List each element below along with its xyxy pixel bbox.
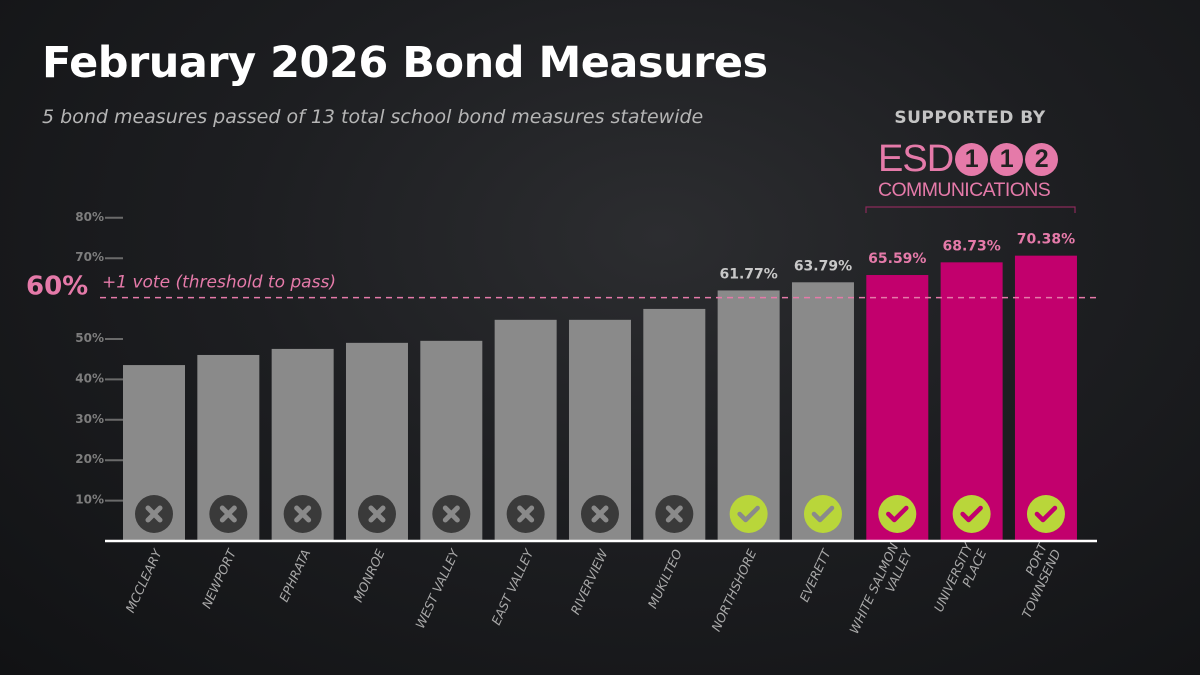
x-mark-icon xyxy=(517,505,535,523)
bar-port-townsend xyxy=(1014,255,1077,540)
data-label: 63.79% xyxy=(794,258,852,274)
logo-digit: 1 xyxy=(990,142,1024,176)
x-category-line: NORTHSHORE xyxy=(708,547,759,634)
logo-subtext: COMMUNICATIONS xyxy=(878,179,1051,201)
y-tick-label: 10% xyxy=(75,493,104,507)
x-category-label: MUKILTEO xyxy=(645,547,685,611)
x-mark-icon xyxy=(145,505,163,523)
page-subtitle: 5 bond measures passed of 13 total schoo… xyxy=(42,106,704,128)
check-mark-icon xyxy=(1034,505,1058,523)
x-category-line: MUKILTEO xyxy=(645,547,685,611)
logo-digit: 2 xyxy=(1025,142,1059,176)
threshold-note: +1 vote (threshold to pass) xyxy=(102,273,336,293)
y-tick-label: 70% xyxy=(75,250,104,264)
x-category-label: WHITE SALMONVALLEY xyxy=(846,539,915,642)
x-mark-icon xyxy=(442,505,460,523)
x-category-line: EAST VALLEY xyxy=(488,546,537,628)
x-category-label: WEST VALLEY xyxy=(412,546,462,631)
y-tick-label: 80% xyxy=(75,210,104,224)
x-category-line: WEST VALLEY xyxy=(412,546,462,631)
x-category-line: MONROE xyxy=(350,547,387,605)
x-mark-icon xyxy=(294,505,312,523)
esd112-bracket xyxy=(865,206,1076,213)
check-mark-icon xyxy=(960,505,983,523)
x-category-label: EVERETT xyxy=(796,546,834,605)
x-category-line: EVERETT xyxy=(796,546,834,605)
data-label: 65.59% xyxy=(868,251,926,267)
y-tick-label: 20% xyxy=(75,452,104,466)
x-category-label: NEWPORT xyxy=(199,546,240,611)
y-tick-label: 30% xyxy=(75,412,104,426)
data-label: 61.77% xyxy=(719,266,777,282)
data-label: 68.73% xyxy=(942,238,1000,254)
page-title: February 2026 Bond Measures xyxy=(42,38,768,88)
data-label: 70.38% xyxy=(1017,232,1075,248)
threshold-value-label: 60% xyxy=(26,272,88,302)
x-mark-icon xyxy=(665,505,683,523)
bar-university-place xyxy=(940,262,1003,540)
x-category-label: MCCLEARY xyxy=(122,546,165,615)
check-mark-icon xyxy=(811,505,835,523)
logo-digit: 1 xyxy=(955,142,989,176)
x-category-label: NORTHSHORE xyxy=(708,547,759,634)
x-category-label: UNIVERSITYPLACE xyxy=(931,539,990,620)
y-tick-label: 50% xyxy=(75,331,104,345)
x-category-label: PORTTOWNSEND xyxy=(1005,539,1064,620)
x-mark-icon xyxy=(591,505,609,523)
y-tick-label: 40% xyxy=(75,371,104,385)
x-category-label: RIVERVIEW xyxy=(568,546,611,616)
x-category-label: EAST VALLEY xyxy=(488,546,537,628)
check-mark-icon xyxy=(737,505,760,523)
x-category-line: NEWPORT xyxy=(199,546,240,611)
x-category-line: MCCLEARY xyxy=(122,546,165,615)
check-mark-icon xyxy=(886,505,909,523)
x-category-line: RIVERVIEW xyxy=(568,546,611,616)
esd112-logo: ESD 1 1 2 COMMUNICATIONS xyxy=(878,137,1068,202)
x-category-label: MONROE xyxy=(350,547,387,605)
x-mark-icon xyxy=(219,505,237,523)
x-mark-icon xyxy=(368,505,386,523)
supported-by-label: SUPPORTED BY xyxy=(894,108,1046,128)
x-category-label: EPHRATA xyxy=(276,547,313,604)
x-category-line: EPHRATA xyxy=(276,547,313,604)
logo-text: ESD xyxy=(878,137,954,180)
